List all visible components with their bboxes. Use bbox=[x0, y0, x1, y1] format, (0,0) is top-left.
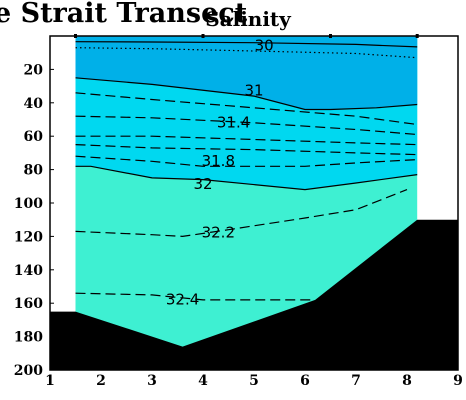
contour-lines bbox=[75, 41, 418, 301]
contour-label-30: 30 bbox=[255, 37, 274, 55]
contour-line-31-4 bbox=[75, 115, 418, 136]
x-axis: 1 2 3 4 5 6 7 8 9 bbox=[45, 366, 463, 389]
banner-title: e Strait Transect bbox=[0, 0, 248, 29]
x-tick-label-9: 9 bbox=[453, 373, 463, 389]
contour-line-unlabeled-3 bbox=[75, 92, 418, 126]
y-tick-label-120: 120 bbox=[14, 229, 43, 245]
contour-labels: 30 31 31.4 31.8 32 32.2 32.4 bbox=[166, 37, 274, 309]
x-tick-label-4: 4 bbox=[198, 373, 208, 389]
station-markers bbox=[74, 34, 419, 38]
contour-line-unlabeled-6 bbox=[75, 144, 418, 156]
contour-line-32-2 bbox=[75, 189, 408, 238]
water-layers bbox=[75, 36, 418, 370]
station-marker-3 bbox=[329, 34, 332, 38]
y-tick-label-200: 200 bbox=[14, 363, 43, 379]
y-tick-label-140: 140 bbox=[14, 263, 43, 279]
plot-area: 30 31 31.4 31.8 32 32.2 32.4 bbox=[50, 36, 458, 370]
station-marker-2 bbox=[201, 34, 205, 38]
y-tick-label-60: 60 bbox=[24, 129, 44, 145]
y-tick-label-160: 160 bbox=[14, 296, 43, 312]
y-tick-label-40: 40 bbox=[24, 96, 44, 112]
contour-label-32: 32 bbox=[193, 175, 212, 193]
contour-line-31-8 bbox=[75, 155, 418, 167]
x-tick-label-6: 6 bbox=[300, 373, 310, 389]
contour-label-31-4: 31.4 bbox=[217, 113, 250, 131]
y-tick-label-20: 20 bbox=[24, 62, 44, 78]
x-tick-label-7: 7 bbox=[351, 373, 361, 389]
station-marker-4 bbox=[415, 34, 419, 38]
seafloor-bathymetry bbox=[50, 219, 458, 370]
contour-line-32 bbox=[75, 165, 418, 191]
station-marker-1 bbox=[74, 34, 77, 38]
x-tick-label-5: 5 bbox=[249, 373, 259, 389]
contour-label-32-4: 32.4 bbox=[166, 290, 199, 308]
y-axis: 20 40 60 80 100 120 140 160 180 200 bbox=[14, 62, 54, 379]
contour-line-31 bbox=[75, 77, 418, 111]
contour-label-31: 31 bbox=[244, 82, 263, 100]
x-tick-label-3: 3 bbox=[147, 373, 157, 389]
contour-line-unlabeled-1 bbox=[75, 41, 418, 48]
x-tick-label-1: 1 bbox=[45, 373, 55, 389]
y-tick-label-100: 100 bbox=[14, 196, 43, 212]
contour-label-32-2: 32.2 bbox=[202, 224, 235, 242]
x-tick-label-2: 2 bbox=[96, 373, 106, 389]
contour-line-32-4 bbox=[75, 292, 316, 301]
surface-water-region bbox=[75, 36, 418, 110]
y-tick-label-80: 80 bbox=[24, 163, 44, 179]
contour-line-unlabeled-5 bbox=[75, 135, 418, 146]
x-tick-label-8: 8 bbox=[402, 373, 412, 389]
bathymetry-fill bbox=[50, 219, 458, 370]
contour-label-31-8: 31.8 bbox=[202, 152, 235, 170]
y-tick-label-180: 180 bbox=[14, 330, 43, 346]
chart-title: Salinity bbox=[205, 7, 292, 31]
